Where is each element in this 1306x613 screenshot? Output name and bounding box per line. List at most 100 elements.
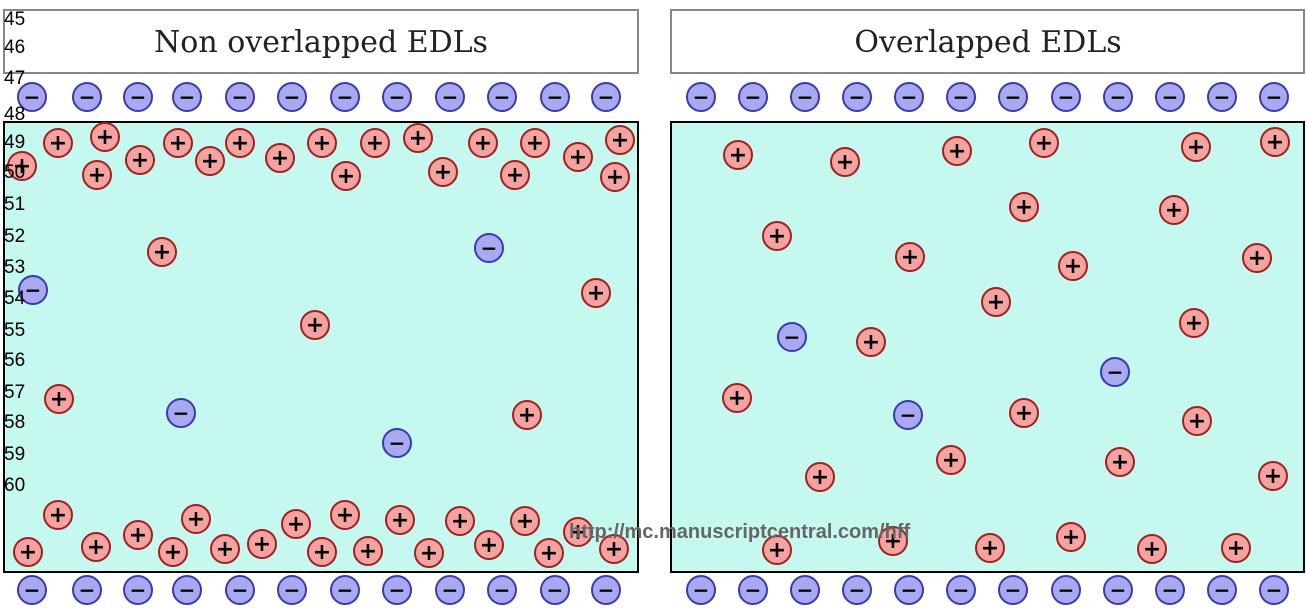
svg-text:+: +	[129, 523, 147, 548]
svg-text:−: −	[784, 325, 801, 349]
wall-anion-top: −	[172, 82, 202, 112]
cation-ion: +	[723, 140, 753, 170]
cation-ion: +	[123, 520, 153, 550]
svg-text:+: +	[187, 507, 205, 532]
line-number: 59	[4, 444, 25, 465]
cation-ion: +	[385, 505, 415, 535]
wall-anion-top: −	[894, 82, 924, 112]
svg-text:+: +	[606, 165, 624, 190]
svg-text:+: +	[1188, 409, 1206, 434]
wall-anion-bottom: −	[738, 575, 768, 605]
svg-text:−: −	[797, 85, 814, 109]
svg-text:+: +	[1111, 450, 1129, 475]
cation-ion: +	[195, 146, 225, 176]
cation-ion: +	[722, 383, 752, 413]
cation-ion: +	[414, 538, 444, 568]
wall-anion-bottom: −	[382, 575, 412, 605]
svg-text:+: +	[526, 131, 544, 156]
svg-text:+: +	[451, 509, 469, 534]
cation-ion: +	[468, 128, 498, 158]
line-number: 53	[4, 257, 25, 278]
wall-anion-top: −	[1207, 82, 1237, 112]
wall-anion-top: −	[842, 82, 872, 112]
svg-text:−: −	[79, 578, 96, 602]
wall-anion-top: −	[790, 82, 820, 112]
cation-ion: +	[1182, 406, 1212, 436]
svg-text:−: −	[389, 578, 406, 602]
cation-ion: +	[878, 526, 908, 556]
cation-ion: +	[43, 500, 73, 530]
cation-ion: +	[158, 537, 188, 567]
svg-text:+: +	[901, 245, 919, 270]
wall-anion-bottom: −	[330, 575, 360, 605]
line-number: 54	[4, 288, 26, 309]
svg-text:+: +	[313, 540, 331, 565]
line-number: 45	[4, 9, 25, 30]
channel-left	[3, 121, 639, 573]
cation-ion: +	[895, 242, 925, 272]
svg-text:+: +	[1227, 536, 1245, 561]
svg-text:−: −	[849, 578, 866, 602]
cation-ion: +	[474, 530, 504, 560]
svg-text:−: −	[25, 278, 42, 302]
wall-anion-top: −	[1103, 82, 1133, 112]
svg-text:+: +	[50, 387, 68, 412]
svg-text:−: −	[901, 85, 918, 109]
svg-text:+: +	[540, 541, 558, 566]
cation-ion: +	[1258, 461, 1288, 491]
wall-anion-top: −	[1259, 82, 1289, 112]
svg-text:−: −	[900, 403, 917, 427]
cation-ion: +	[307, 537, 337, 567]
svg-text:+: +	[359, 539, 377, 564]
svg-text:+: +	[569, 145, 587, 170]
cation-ion: +	[605, 125, 635, 155]
wall-anion-top: −	[17, 82, 47, 112]
svg-text:−: −	[442, 578, 459, 602]
svg-text:+: +	[131, 148, 149, 173]
svg-text:−: −	[598, 578, 615, 602]
svg-text:+: +	[1185, 311, 1203, 336]
wall-anion-top: −	[1051, 82, 1081, 112]
svg-text:+: +	[169, 131, 187, 156]
wall-anion-bottom: −	[540, 575, 570, 605]
svg-text:−: −	[849, 85, 866, 109]
cation-ion: +	[331, 161, 361, 191]
svg-text:+: +	[587, 281, 605, 306]
cation-ion: +	[210, 534, 240, 564]
cation-ion: +	[445, 506, 475, 536]
wall-anion-bottom: −	[172, 575, 202, 605]
cation-ion: +	[805, 462, 835, 492]
svg-text:−: −	[547, 85, 564, 109]
svg-text:−: −	[337, 85, 354, 109]
wall-anion-top: −	[435, 82, 465, 112]
wall-anion-top: −	[277, 82, 307, 112]
line-number: 47	[4, 68, 25, 89]
svg-text:+: +	[1266, 130, 1284, 155]
cation-ion: +	[981, 287, 1011, 317]
cation-ion: +	[1058, 251, 1088, 281]
panel-title-left: Non overlapped EDLs	[154, 25, 488, 60]
wall-anion-top: −	[540, 82, 570, 112]
cation-ion: +	[125, 145, 155, 175]
cation-ion: +	[599, 534, 629, 564]
svg-text:+: +	[409, 126, 427, 151]
svg-text:+: +	[287, 512, 305, 537]
wall-anion-top: −	[72, 82, 102, 112]
wall-anion-bottom: −	[277, 575, 307, 605]
cation-ion: +	[1105, 447, 1135, 477]
wall-anion-bottom: −	[894, 575, 924, 605]
cation-ion: +	[600, 162, 630, 192]
cation-ion: +	[181, 504, 211, 534]
svg-text:−: −	[1005, 85, 1022, 109]
cation-ion: +	[1260, 127, 1290, 157]
svg-text:−: −	[1162, 85, 1179, 109]
svg-text:+: +	[1015, 195, 1033, 220]
svg-text:+: +	[420, 541, 438, 566]
svg-text:+: +	[88, 163, 106, 188]
svg-text:−: −	[389, 431, 406, 455]
svg-text:+: +	[153, 240, 171, 265]
svg-text:+: +	[884, 529, 902, 554]
wall-anion-bottom: −	[435, 575, 465, 605]
svg-text:−: −	[481, 236, 498, 260]
